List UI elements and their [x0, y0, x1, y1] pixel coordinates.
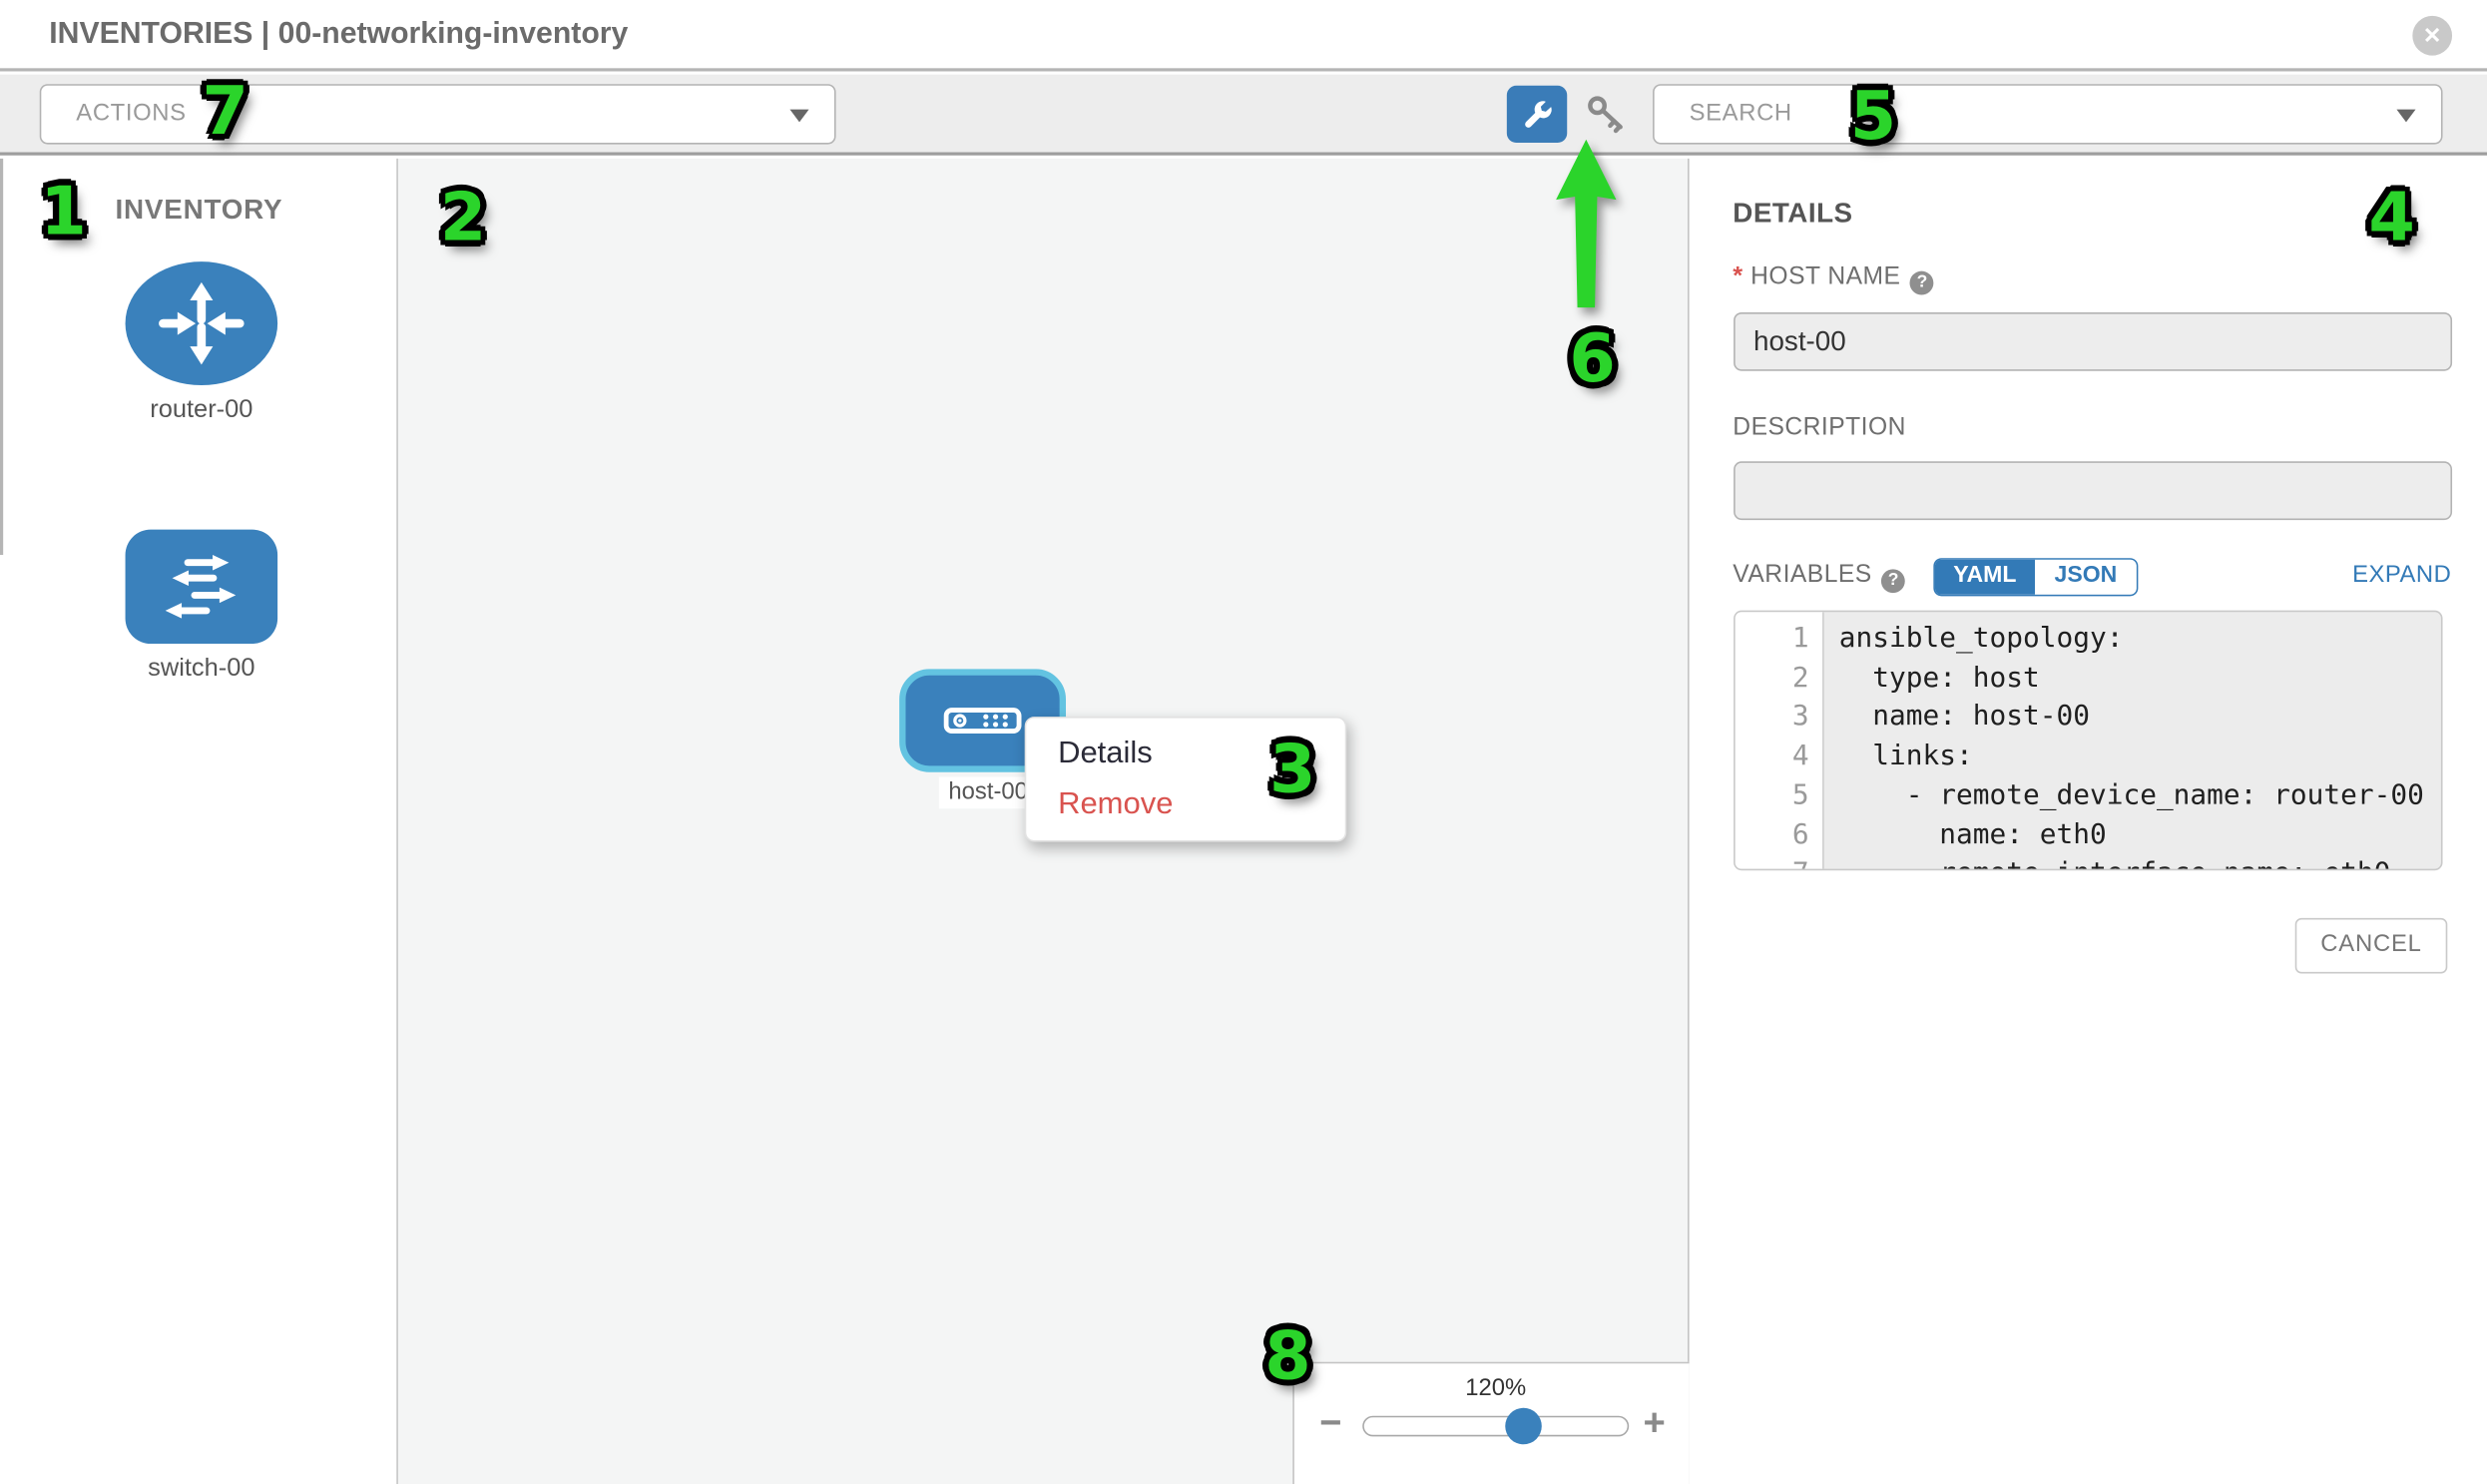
code-line: name: eth0 [1838, 818, 2107, 851]
actions-dropdown[interactable]: ACTIONS [39, 84, 836, 145]
code-line: type: host [1838, 662, 2040, 695]
code-lines: ansible_topology: type: host name: host-… [1823, 612, 2440, 868]
palette-item-label: router-00 [150, 396, 253, 424]
line-number: 6 [1791, 818, 1809, 851]
actions-dropdown-label: ACTIONS [76, 100, 187, 128]
expand-link[interactable]: EXPAND [2352, 561, 2452, 589]
zoom-control-panel: 120% − + [1292, 1361, 1690, 1484]
sidebar-edge-divider [0, 158, 4, 556]
switch-icon [125, 529, 278, 645]
zoom-out-button[interactable]: − [1319, 1401, 1342, 1445]
code-line: remote_interface_name: eth0 [1839, 855, 2440, 869]
details-heading: DETAILS [1733, 196, 1853, 229]
code-gutter: 1 2 3 4 5 6 7 [1734, 612, 1823, 869]
wrench-icon [1524, 101, 1551, 128]
zoom-level-value: 120% [1465, 1374, 1527, 1402]
code-line: ansible_topology: [1838, 623, 2124, 656]
code-line: - remote_device_name: router-00 [1838, 779, 2424, 812]
chevron-down-icon [2396, 109, 2416, 123]
description-label: DESCRIPTION [1733, 413, 1906, 441]
palette-item-router[interactable]: router-00 [125, 261, 278, 425]
cancel-button[interactable]: CANCEL [2294, 917, 2448, 974]
format-toggle: YAML JSON [1932, 558, 2138, 597]
key-button[interactable] [1585, 92, 1630, 136]
line-number: 1 [1791, 623, 1809, 656]
question-circle-icon[interactable]: ? [1910, 270, 1934, 295]
toolbar: ACTIONS SEARCH [0, 74, 2487, 156]
header: INVENTORIES | 00-networking-inventory ✕ [0, 0, 2487, 72]
variables-row: VARIABLES? YAML JSON EXPAND [1733, 558, 2452, 597]
code-line: name: host-00 [1838, 701, 2090, 734]
host-name-field[interactable] [1733, 311, 2452, 371]
inventory-heading: INVENTORY [115, 193, 283, 226]
zoom-slider-knob[interactable] [1505, 1406, 1542, 1444]
chevron-down-icon [789, 109, 809, 123]
variables-code-editor[interactable]: 1 2 3 4 5 6 7 ansible_topology: type: ho… [1733, 610, 2442, 871]
palette-item-label: switch-00 [148, 655, 255, 683]
host-node-label: host-00 [938, 776, 1038, 809]
context-menu-item-remove[interactable]: Remove [1058, 785, 1174, 821]
server-icon [943, 708, 1022, 735]
close-icon[interactable]: ✕ [2412, 15, 2453, 56]
details-panel: DETAILS *HOST NAME? DESCRIPTION VARIABLE… [1691, 158, 2487, 1484]
context-menu-item-details[interactable]: Details [1058, 736, 1153, 771]
question-circle-icon[interactable]: ? [1881, 569, 1906, 594]
yaml-toggle-button[interactable]: YAML [1934, 559, 2036, 595]
tools-button[interactable] [1506, 85, 1568, 143]
line-number: 2 [1791, 662, 1809, 695]
host-name-label-row: * HOST NAME? [1733, 263, 2451, 295]
key-icon [1588, 96, 1623, 134]
context-menu: Details Remove [1024, 717, 1347, 842]
required-marker: * [1733, 262, 1743, 290]
line-number: 4 [1791, 741, 1809, 772]
line-number: 7 [1735, 855, 1821, 869]
line-number: 5 [1791, 779, 1809, 812]
search-dropdown-label: SEARCH [1689, 100, 1792, 128]
router-icon [125, 261, 278, 386]
line-number: 3 [1791, 701, 1809, 734]
page-title: INVENTORIES | 00-networking-inventory [49, 17, 629, 51]
code-line: links: [1838, 741, 1973, 772]
main-area: INVENTORY router-00 [0, 158, 2487, 1484]
variables-label-wrap: VARIABLES? [1733, 561, 1906, 594]
zoom-slider[interactable] [1362, 1406, 1630, 1444]
search-dropdown[interactable]: SEARCH [1653, 84, 2443, 145]
zoom-in-button[interactable]: + [1643, 1401, 1666, 1445]
host-name-label: HOST NAME [1750, 262, 1901, 290]
variables-label: VARIABLES [1733, 561, 1872, 589]
inventory-sidebar: INVENTORY router-00 [0, 158, 398, 1484]
json-toggle-button[interactable]: JSON [2035, 559, 2137, 595]
description-field[interactable] [1733, 461, 2452, 521]
topology-canvas[interactable]: host-00 Details Remove 120% − + [397, 158, 1690, 1484]
palette-item-switch[interactable]: switch-00 [125, 529, 278, 684]
